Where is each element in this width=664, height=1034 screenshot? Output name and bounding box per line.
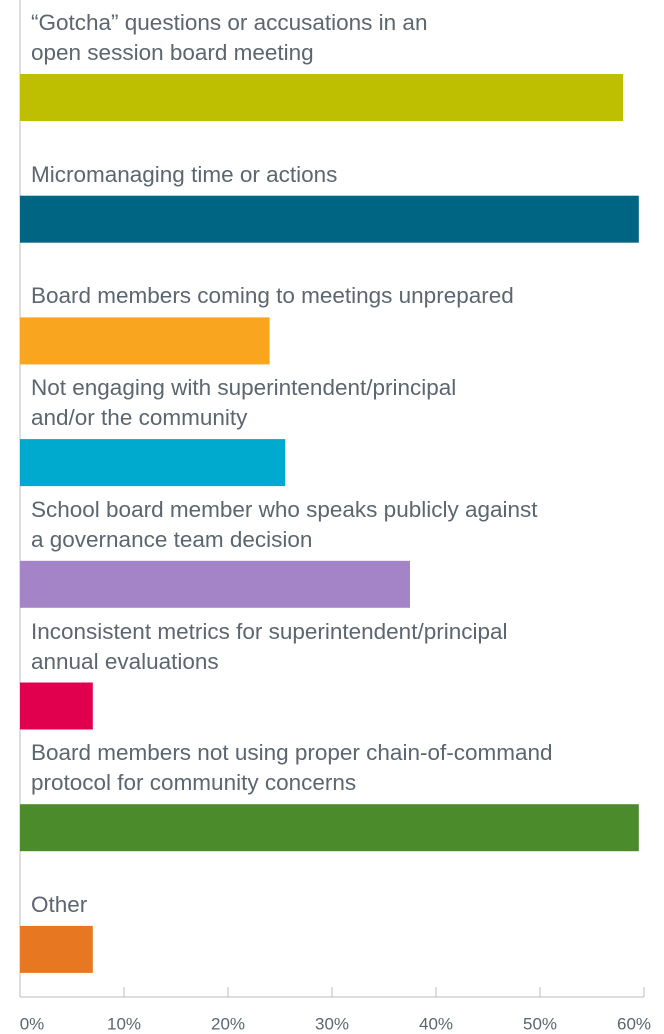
category-label: Micromanaging time or actions: [31, 161, 338, 187]
category-label: Board members not using proper chain-of-…: [31, 740, 553, 796]
x-tick-label: 20%: [211, 1014, 245, 1033]
x-tick-label: 60%: [617, 1014, 651, 1033]
bar: [20, 195, 639, 243]
bar: [20, 804, 639, 852]
category-label: Not engaging with superintendent/princip…: [31, 375, 457, 431]
bar: [20, 682, 93, 730]
x-tick-label: 30%: [315, 1014, 349, 1033]
x-tick-label: 40%: [419, 1014, 453, 1033]
category-label: “Gotcha” questions or accusations in an …: [31, 10, 428, 65]
bar: [20, 560, 410, 608]
x-tick-label: 50%: [523, 1014, 557, 1033]
bar: [20, 439, 286, 487]
bar: [20, 74, 624, 121]
bar: [20, 317, 270, 365]
x-tick-label: 10%: [107, 1014, 141, 1033]
category-label: Board members coming to meetings unprepa…: [31, 283, 514, 309]
bar: [20, 925, 93, 973]
category-label: Other: [31, 891, 88, 917]
x-tick-label: 0%: [20, 1014, 45, 1033]
category-label: Inconsistent metrics for superintendent/…: [31, 618, 508, 674]
category-label: School board member who speaks publicly …: [31, 496, 538, 552]
